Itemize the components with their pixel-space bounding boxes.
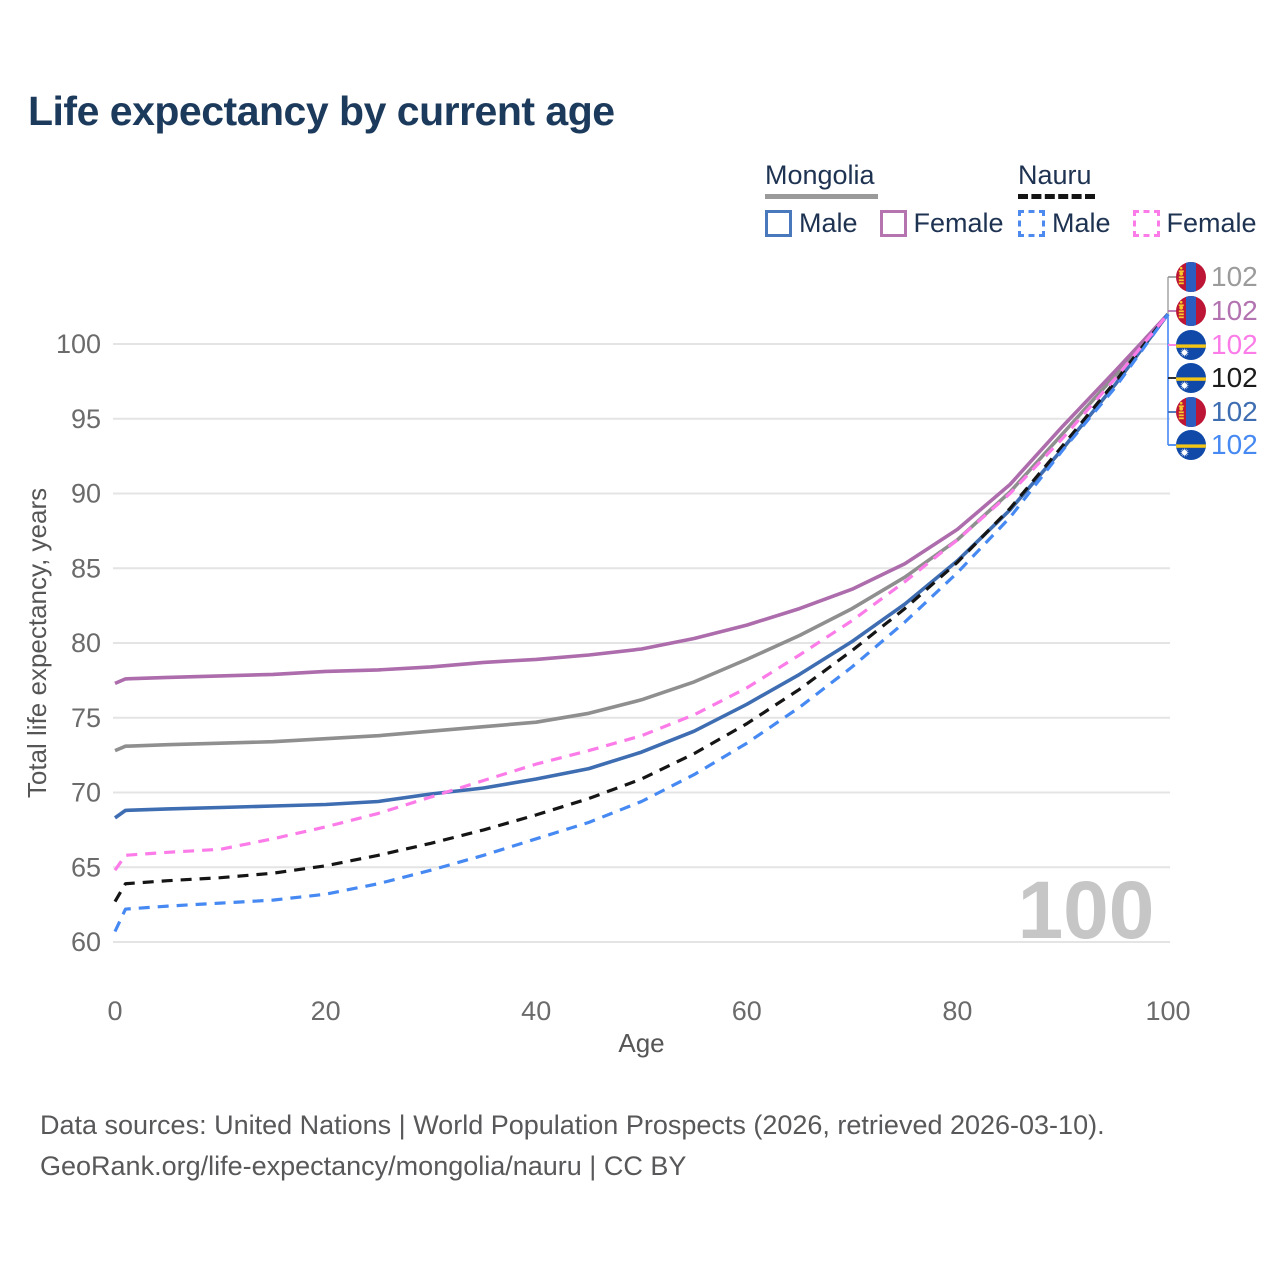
legend-label: Male (1052, 208, 1111, 238)
x-tick-label: 20 (311, 996, 341, 1026)
y-tick-label: 75 (71, 703, 101, 733)
x-tick-label: 60 (732, 996, 762, 1026)
end-value-label: 102 (1211, 261, 1258, 292)
legend-label: Female (913, 208, 1004, 238)
x-tick-label: 40 (521, 996, 551, 1026)
nauru-flag-icon (1176, 430, 1206, 460)
series-line-nauru-male[interactable] (113, 313, 1170, 933)
age-counter-watermark: 100 (1018, 865, 1155, 956)
series-line-nauru-both-sexes-[interactable] (113, 313, 1170, 903)
chart-canvas: 60 65 70 75 80 85 90 95 100 0 20 40 60 80 100 Total lif… (22, 261, 1258, 1058)
y-tick-label: 85 (71, 553, 101, 583)
x-tick-label: 100 (1145, 996, 1190, 1026)
y-tick-label: 80 (71, 628, 101, 658)
series-line-mongolia-female[interactable] (114, 312, 1170, 686)
end-value-label: 102 (1211, 329, 1258, 360)
y-tick-label: 100 (56, 329, 101, 359)
mongolia-flag-icon (1176, 296, 1206, 326)
legend-item-nauru-female[interactable]: Female (1132, 208, 1257, 239)
mongolia-flag-icon (1176, 397, 1206, 427)
y-tick-label: 70 (71, 778, 101, 808)
legend-label: Male (799, 208, 858, 238)
x-axis-title: Age (618, 1028, 664, 1058)
legend-country-mongolia: Mongolia (765, 160, 878, 199)
nauru-female-swatch-icon (1132, 210, 1160, 237)
legend-group-mongolia: Mongolia Male Female (765, 160, 1004, 239)
mongolia-male-swatch-icon (765, 210, 792, 237)
y-tick-label: 60 (71, 927, 101, 957)
nauru-flag-icon (1176, 330, 1206, 360)
x-tick-label: 80 (942, 996, 972, 1026)
end-value-label: 102 (1211, 396, 1258, 427)
y-tick-label: 65 (71, 852, 101, 882)
y-tick-label: 95 (71, 404, 101, 434)
footer-line-attribution: GeoRank.org/life-expectancy/mongolia/nau… (40, 1151, 687, 1181)
mongolia-flag-icon (1176, 262, 1206, 292)
legend-group-nauru: Nauru Male Female (1018, 160, 1257, 239)
x-tick-label: 0 (107, 996, 122, 1026)
mongolia-female-swatch-icon (879, 210, 907, 237)
legend-label: Female (1166, 208, 1257, 238)
page-title: Life expectancy by current age (28, 88, 615, 134)
legend-country-nauru: Nauru (1018, 160, 1095, 199)
end-value-label: 102 (1211, 295, 1258, 326)
end-value-label: 102 (1211, 429, 1258, 460)
legend-item-mongolia-male[interactable]: Male (765, 208, 858, 239)
footer-line-sources: Data sources: United Nations | World Pop… (40, 1110, 1105, 1140)
data-source-footer: Data sources: United Nations | World Pop… (40, 1105, 1105, 1187)
series-line-mongolia-both-sexes-[interactable] (114, 312, 1170, 753)
nauru-flag-icon (1176, 363, 1206, 393)
legend-item-mongolia-female[interactable]: Female (879, 208, 1004, 239)
legend-item-nauru-male[interactable]: Male (1018, 208, 1111, 239)
y-axis-title: Total life expectancy, years (22, 488, 52, 798)
nauru-male-swatch-icon (1018, 210, 1045, 237)
series-line-nauru-female[interactable] (113, 313, 1170, 872)
end-value-label: 102 (1211, 362, 1258, 393)
y-tick-label: 90 (71, 479, 101, 509)
